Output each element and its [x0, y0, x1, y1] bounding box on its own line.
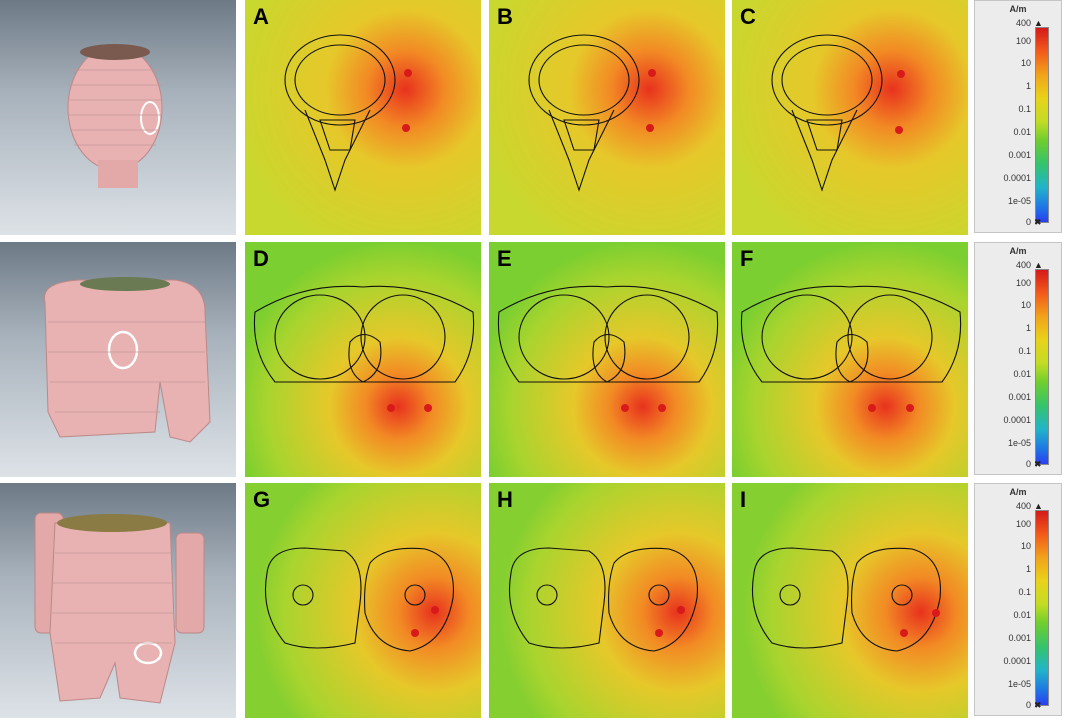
colorbar-tick: 10	[1020, 300, 1031, 310]
colorbar-tick: 1	[1025, 564, 1031, 574]
colorbar-tick: 0.0001	[1003, 173, 1031, 183]
field-panel-i: I	[732, 483, 968, 718]
panel-label: G	[253, 487, 271, 512]
panel-label: A	[253, 4, 269, 29]
field-panel-d: D	[245, 242, 481, 477]
colorbar-tick: 1	[1025, 81, 1031, 91]
colorbar-tick: 1e-05	[1007, 196, 1031, 206]
colorbar-tick: 0.001	[1008, 392, 1031, 402]
colorbar-tick: 1	[1025, 323, 1031, 333]
colorbar-tick: 0.001	[1008, 150, 1031, 160]
colorbar-tick: 100	[1015, 519, 1031, 529]
colorbar-tick: 1e-05	[1007, 679, 1031, 689]
colorbar-tick: 10	[1020, 541, 1031, 551]
pelvis-model-view	[0, 483, 236, 718]
row-torso: D E	[0, 242, 1065, 477]
colorbar-gradient	[1035, 510, 1049, 706]
colorbar-tick: 10	[1020, 58, 1031, 68]
field-map-h	[489, 483, 725, 718]
field-panel-e: E	[489, 242, 725, 477]
colorbar-min-marker-icon: ✖	[1034, 700, 1042, 710]
colorbar-tick: 0.01	[1013, 127, 1031, 137]
colorbar-tick: 0.01	[1013, 610, 1031, 620]
row-head: A B	[0, 0, 1065, 235]
field-panel-a: A	[245, 0, 481, 235]
head-model-view	[0, 0, 236, 235]
panel-label: B	[497, 4, 513, 29]
field-map-a	[245, 0, 481, 235]
panel-label: I	[740, 487, 747, 512]
colorbar-tick: 0.001	[1008, 633, 1031, 643]
colorbar-gradient	[1035, 27, 1049, 223]
colorbar-tick: 0	[1025, 459, 1031, 469]
field-panel-f: F	[732, 242, 968, 477]
panel-label: E	[497, 246, 512, 271]
colorbar-tick: 0.1	[1018, 346, 1031, 356]
field-map-b	[489, 0, 725, 235]
pelvis-model-illustration	[34, 512, 205, 704]
colorbar-min-marker-icon: ✖	[1034, 217, 1042, 227]
field-map-d	[245, 242, 481, 477]
torso-model-illustration	[43, 277, 211, 443]
colorbar-gradient	[1035, 269, 1049, 465]
colorbar-unit: A/m	[1009, 4, 1027, 14]
panel-label: C	[740, 4, 756, 29]
panel-label: D	[253, 246, 269, 271]
field-panel-h: H	[489, 483, 725, 718]
field-panel-g: G	[245, 483, 481, 718]
field-map-f	[732, 242, 968, 477]
colorbar-tick: 100	[1015, 36, 1031, 46]
colorbar-tick: 400	[1015, 18, 1031, 28]
colorbar-max-marker-icon: ▲	[1034, 260, 1043, 270]
panel-label: H	[497, 487, 513, 512]
field-map-e	[489, 242, 725, 477]
colorbar-tick: 400	[1015, 501, 1031, 511]
colorbar-tick: 0	[1025, 700, 1031, 710]
colorbar-min-marker-icon: ✖	[1034, 459, 1042, 469]
head-model-illustration	[67, 44, 163, 188]
colorbar-legend: A/m ▲ ✖ 400 100 10 1 0.1 0.01 0.001 0.00…	[974, 483, 1062, 716]
colorbar-tick: 1e-05	[1007, 438, 1031, 448]
field-map-i	[732, 483, 968, 718]
field-panel-b: B	[489, 0, 725, 235]
field-map-c	[732, 0, 968, 235]
colorbar-max-marker-icon: ▲	[1034, 501, 1043, 511]
colorbar-legend: A/m ▲ ✖ 400 100 10 1 0.1 0.01 0.001 0.00…	[974, 242, 1062, 475]
colorbar-unit: A/m	[1009, 246, 1027, 256]
colorbar-legend: A/m ▲ ✖ 400 100 10 1 0.1 0.01 0.001 0.00…	[974, 0, 1062, 233]
colorbar-tick: 400	[1015, 260, 1031, 270]
colorbar-tick: 0.0001	[1003, 415, 1031, 425]
colorbar-tick: 0	[1025, 217, 1031, 227]
field-map-g	[245, 483, 481, 718]
colorbar-tick: 0.1	[1018, 587, 1031, 597]
torso-model-view	[0, 242, 236, 477]
field-panel-c: C	[732, 0, 968, 235]
colorbar-unit: A/m	[1009, 487, 1027, 497]
colorbar-tick: 0.1	[1018, 104, 1031, 114]
colorbar-tick: 0.01	[1013, 369, 1031, 379]
panel-label: F	[740, 246, 754, 271]
row-pelvis: G H	[0, 483, 1065, 718]
colorbar-tick: 0.0001	[1003, 656, 1031, 666]
colorbar-tick: 100	[1015, 278, 1031, 288]
colorbar-max-marker-icon: ▲	[1034, 18, 1043, 28]
